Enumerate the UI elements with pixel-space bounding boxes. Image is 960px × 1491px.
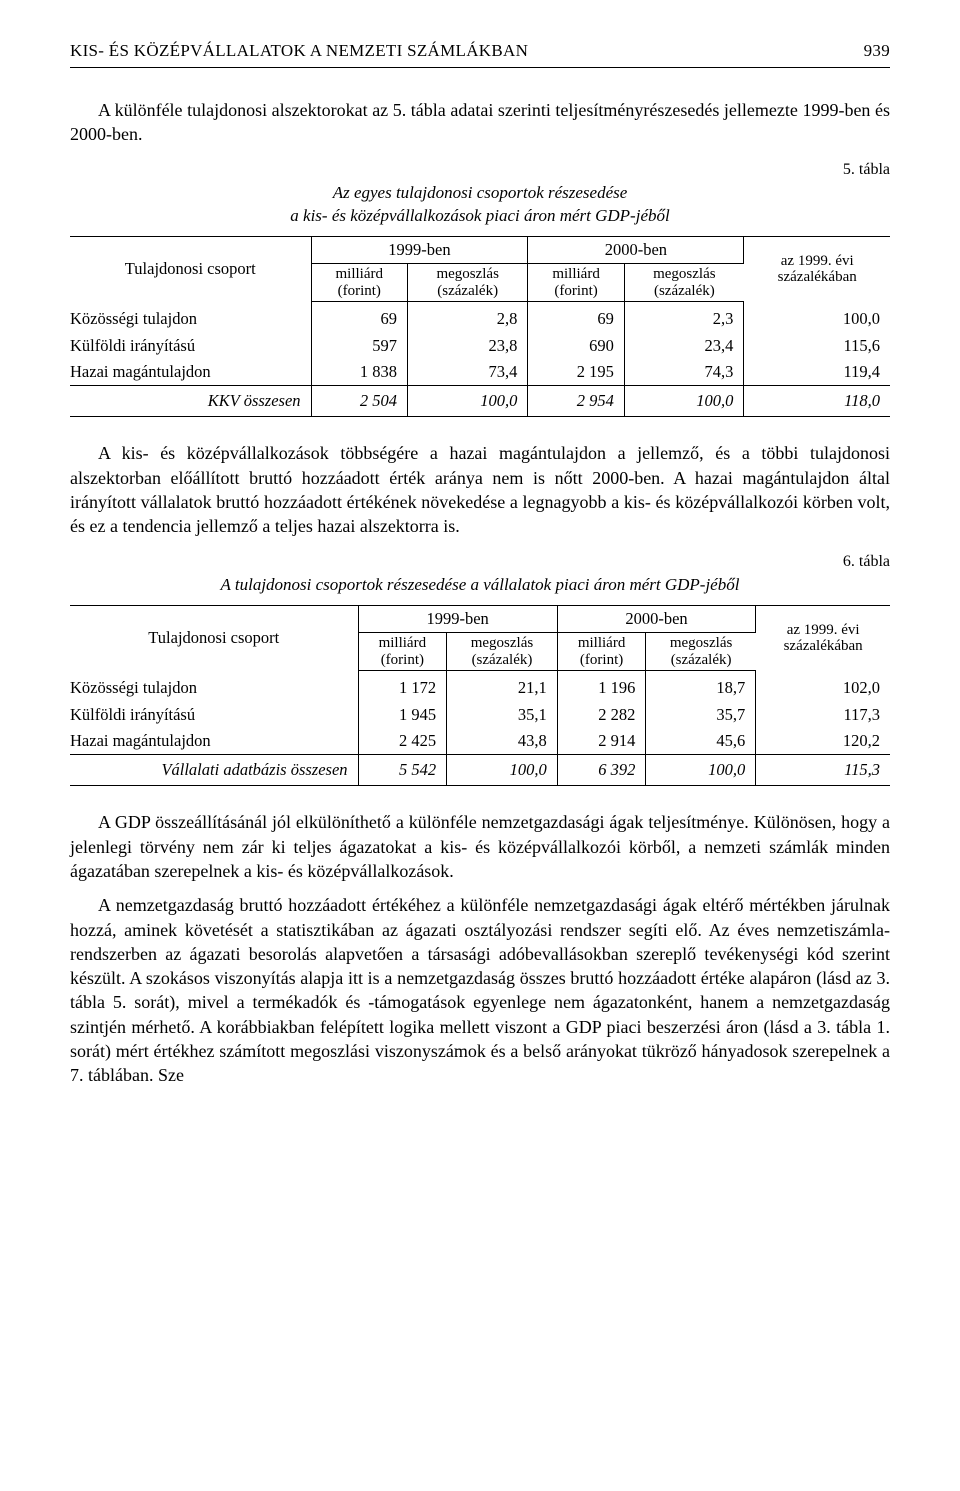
table-cell: 74,3 xyxy=(624,359,744,386)
table-cell: 597 xyxy=(311,333,407,359)
paragraph-2: A kis- és középvállalkozások többségére … xyxy=(70,441,890,538)
table5-title: Az egyes tulajdonosi csoportok részesedé… xyxy=(70,182,890,228)
table5-number: 5. tábla xyxy=(70,159,890,181)
table-cell: Külföldi irányítású xyxy=(70,702,358,728)
table-cell: 119,4 xyxy=(744,359,890,386)
table-sum-row: Vállalati adatbázis összesen5 542100,06 … xyxy=(70,755,890,786)
table-cell: 118,0 xyxy=(744,386,890,417)
table-row: Hazai magántulajdon1 83873,42 19574,3119… xyxy=(70,359,890,386)
table-cell: 2 954 xyxy=(528,386,624,417)
paragraph-4: A nemzetgazdaság bruttó hozzáadott érték… xyxy=(70,893,890,1087)
paragraph-intro: A különféle tulajdonosi alszektorokat az… xyxy=(70,98,890,147)
paragraph-3: A GDP összeállításánál jól elkülöníthető… xyxy=(70,810,890,883)
header-rule xyxy=(70,67,890,68)
table-sum-row: KKV összesen2 504100,02 954100,0118,0 xyxy=(70,386,890,417)
table-cell: 115,3 xyxy=(756,755,890,786)
table-cell: 43,8 xyxy=(447,728,558,755)
th6-meg2: megoszlás(százalék) xyxy=(646,633,756,671)
th-2000: 2000-ben xyxy=(528,237,744,264)
th6-index: az 1999. éviszázalékában xyxy=(756,606,890,671)
table-row: Külföldi irányítású1 94535,12 28235,7117… xyxy=(70,702,890,728)
table-row: Hazai magántulajdon2 42543,82 91445,6120… xyxy=(70,728,890,755)
table-cell: 35,7 xyxy=(646,702,756,728)
th6-mill2: milliárd(forint) xyxy=(557,633,646,671)
table-cell: KKV összesen xyxy=(70,386,311,417)
th6-meg1: megoszlás(százalék) xyxy=(447,633,558,671)
table-cell: 100,0 xyxy=(408,386,528,417)
th-index: az 1999. éviszázalékában xyxy=(744,237,890,302)
table-cell: 1 172 xyxy=(358,671,447,702)
table6-title: A tulajdonosi csoportok részesedése a vá… xyxy=(70,574,890,597)
table-cell: 73,4 xyxy=(408,359,528,386)
page-number: 939 xyxy=(864,40,890,63)
th-mill1: milliárd(forint) xyxy=(311,264,407,302)
table-cell: Közösségi tulajdon xyxy=(70,302,311,333)
table-cell: 2 914 xyxy=(557,728,646,755)
table-cell: 1 196 xyxy=(557,671,646,702)
table-cell: 690 xyxy=(528,333,624,359)
table-cell: 2 195 xyxy=(528,359,624,386)
table6: Tulajdonosi csoport 1999-ben 2000-ben az… xyxy=(70,605,890,786)
running-head-title: KIS- ÉS KÖZÉPVÁLLALATOK A NEMZETI SZÁMLÁ… xyxy=(70,40,528,63)
table-cell: 69 xyxy=(311,302,407,333)
table-cell: Közösségi tulajdon xyxy=(70,671,358,702)
table-cell: 100,0 xyxy=(646,755,756,786)
table-cell: 2,8 xyxy=(408,302,528,333)
th6-mill1: milliárd(forint) xyxy=(358,633,447,671)
table-cell: 100,0 xyxy=(744,302,890,333)
table-cell: 2 504 xyxy=(311,386,407,417)
table-cell: 69 xyxy=(528,302,624,333)
table-cell: Vállalati adatbázis összesen xyxy=(70,755,358,786)
table-cell: Külföldi irányítású xyxy=(70,333,311,359)
table6-number: 6. tábla xyxy=(70,551,890,573)
table5: Tulajdonosi csoport 1999-ben 2000-ben az… xyxy=(70,236,890,417)
th6-group: Tulajdonosi csoport xyxy=(70,606,358,671)
th-meg1: megoszlás(százalék) xyxy=(408,264,528,302)
table-cell: 2 282 xyxy=(557,702,646,728)
table-row: Közösségi tulajdon692,8692,3100,0 xyxy=(70,302,890,333)
table-cell: 5 542 xyxy=(358,755,447,786)
table-cell: 100,0 xyxy=(447,755,558,786)
table-cell: Hazai magántulajdon xyxy=(70,728,358,755)
th-group: Tulajdonosi csoport xyxy=(70,237,311,302)
table-cell: 100,0 xyxy=(624,386,744,417)
table-cell: 1 838 xyxy=(311,359,407,386)
table-cell: 2 425 xyxy=(358,728,447,755)
table-row: Külföldi irányítású59723,869023,4115,6 xyxy=(70,333,890,359)
table-cell: 18,7 xyxy=(646,671,756,702)
table-cell: 23,8 xyxy=(408,333,528,359)
table-cell: 21,1 xyxy=(447,671,558,702)
table-cell: 1 945 xyxy=(358,702,447,728)
table-row: Közösségi tulajdon1 17221,11 19618,7102,… xyxy=(70,671,890,702)
table-cell: 115,6 xyxy=(744,333,890,359)
th-mill2: milliárd(forint) xyxy=(528,264,624,302)
table-cell: 45,6 xyxy=(646,728,756,755)
table-cell: 35,1 xyxy=(447,702,558,728)
table-cell: 2,3 xyxy=(624,302,744,333)
table-cell: 117,3 xyxy=(756,702,890,728)
th-1999: 1999-ben xyxy=(311,237,528,264)
table-cell: 120,2 xyxy=(756,728,890,755)
table-cell: Hazai magántulajdon xyxy=(70,359,311,386)
th6-2000: 2000-ben xyxy=(557,606,756,633)
running-head: KIS- ÉS KÖZÉPVÁLLALATOK A NEMZETI SZÁMLÁ… xyxy=(70,40,890,63)
th-meg2: megoszlás(százalék) xyxy=(624,264,744,302)
table-cell: 6 392 xyxy=(557,755,646,786)
table-cell: 102,0 xyxy=(756,671,890,702)
th6-1999: 1999-ben xyxy=(358,606,557,633)
table-cell: 23,4 xyxy=(624,333,744,359)
